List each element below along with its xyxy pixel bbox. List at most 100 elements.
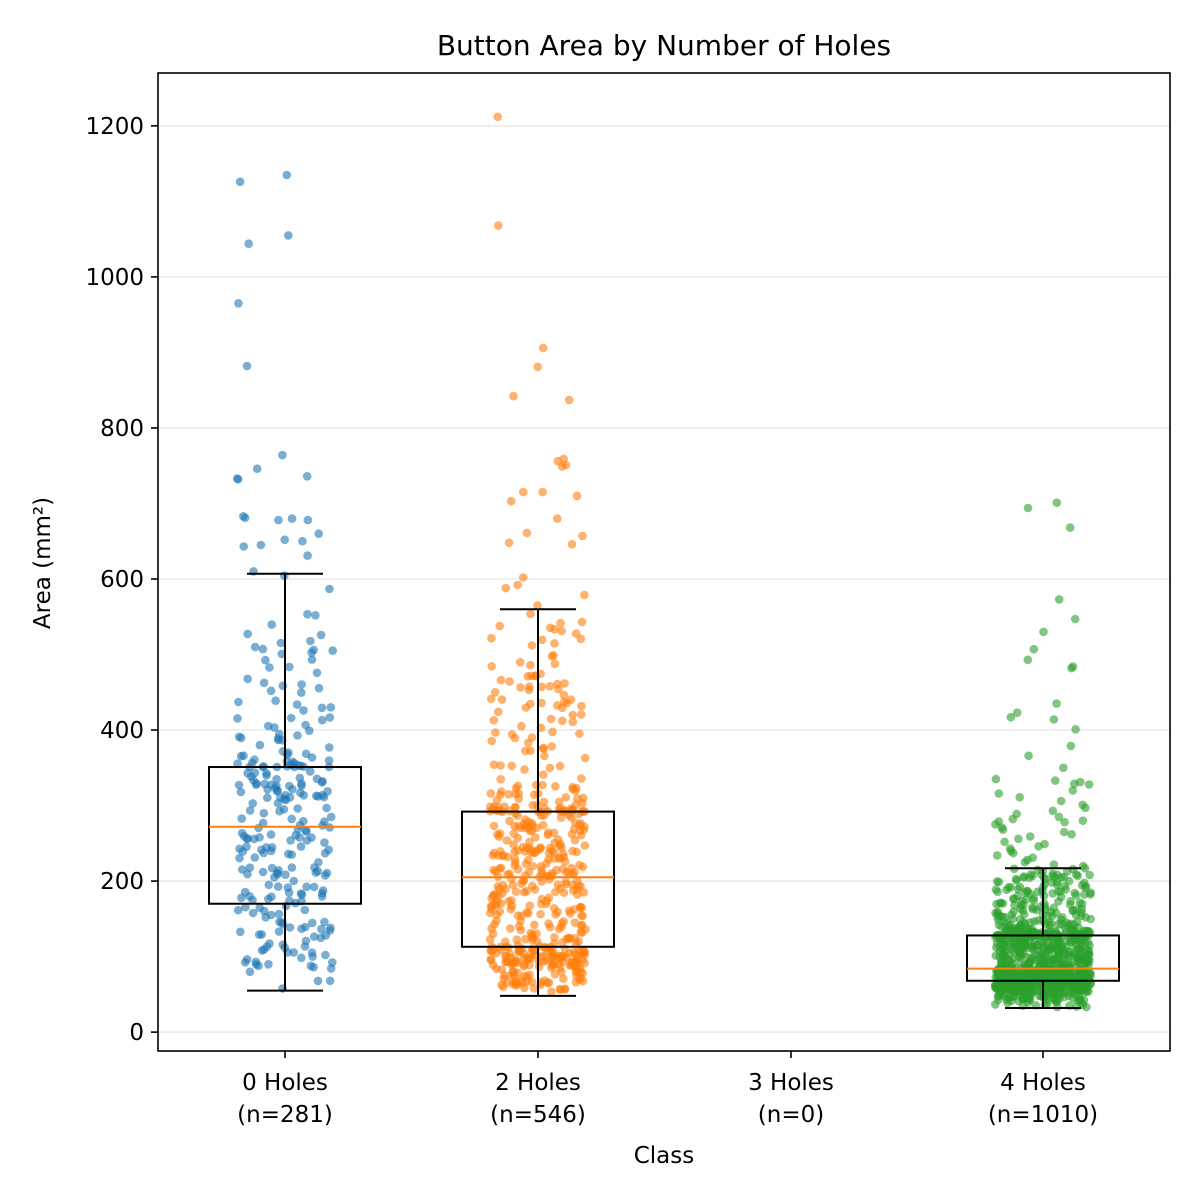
data-point bbox=[1078, 861, 1088, 871]
data-point bbox=[1054, 595, 1064, 604]
data-point bbox=[1066, 741, 1076, 751]
data-point bbox=[547, 742, 556, 751]
data-point bbox=[325, 743, 334, 752]
data-point bbox=[1078, 816, 1088, 825]
data-point bbox=[993, 887, 1002, 897]
data-point bbox=[1012, 708, 1022, 717]
data-point bbox=[513, 833, 523, 843]
data-point bbox=[287, 514, 297, 523]
data-point bbox=[531, 833, 540, 842]
data-point bbox=[567, 540, 577, 549]
data-point bbox=[557, 626, 566, 636]
data-point bbox=[258, 644, 268, 654]
data-point bbox=[577, 701, 586, 711]
y-tick-label: 0 bbox=[129, 1020, 144, 1046]
x-axis-title: Class bbox=[634, 1143, 695, 1169]
x-tick-label: 2 Holes bbox=[495, 1070, 581, 1096]
iqr-box bbox=[208, 766, 362, 905]
data-point bbox=[577, 920, 587, 930]
data-point bbox=[491, 948, 501, 958]
data-point bbox=[307, 833, 316, 842]
data-point bbox=[521, 746, 530, 756]
data-point bbox=[1039, 627, 1048, 637]
data-point bbox=[1049, 903, 1059, 912]
data-point bbox=[309, 962, 318, 972]
data-point bbox=[1072, 1002, 1081, 1011]
data-point bbox=[305, 767, 315, 776]
data-point bbox=[1068, 786, 1078, 795]
data-point bbox=[521, 815, 530, 824]
data-point bbox=[1022, 886, 1032, 896]
x-tick-label: 3 Holes bbox=[748, 1070, 834, 1096]
data-point bbox=[516, 683, 525, 692]
data-point bbox=[1064, 952, 1073, 961]
data-point bbox=[1061, 927, 1071, 937]
data-point bbox=[999, 951, 1008, 960]
data-point bbox=[993, 908, 1002, 918]
data-point bbox=[561, 793, 571, 802]
data-point bbox=[302, 472, 312, 481]
data-point bbox=[550, 625, 559, 634]
data-point bbox=[494, 221, 503, 230]
data-point bbox=[523, 855, 533, 865]
data-point bbox=[576, 831, 586, 840]
data-point bbox=[321, 950, 330, 960]
data-point bbox=[245, 806, 255, 815]
data-point bbox=[242, 361, 252, 371]
data-point bbox=[234, 780, 244, 790]
data-point bbox=[507, 761, 517, 771]
data-point bbox=[1071, 940, 1080, 949]
data-point bbox=[1014, 834, 1023, 844]
data-point bbox=[559, 888, 569, 897]
data-point bbox=[537, 894, 547, 904]
data-point bbox=[497, 787, 506, 796]
data-point bbox=[1058, 913, 1067, 922]
data-point bbox=[564, 933, 573, 943]
data-point bbox=[307, 948, 317, 957]
box-plot bbox=[208, 572, 362, 992]
data-point bbox=[325, 713, 335, 722]
data-point bbox=[284, 849, 293, 859]
data-point bbox=[255, 740, 265, 750]
data-point bbox=[530, 920, 539, 930]
data-point bbox=[1033, 865, 1042, 875]
data-point bbox=[309, 882, 319, 892]
data-point bbox=[1002, 927, 1011, 936]
x-tick-label: 0 Holes bbox=[242, 1070, 328, 1096]
data-point bbox=[1059, 763, 1068, 773]
data-point bbox=[328, 646, 338, 655]
x-tick-label: 4 Holes bbox=[1000, 1070, 1086, 1096]
data-point bbox=[575, 729, 584, 738]
data-point bbox=[558, 716, 567, 726]
data-point bbox=[525, 960, 534, 970]
data-point bbox=[490, 900, 499, 909]
data-point bbox=[243, 768, 252, 778]
data-point bbox=[289, 948, 299, 957]
data-point bbox=[996, 898, 1006, 908]
data-point bbox=[1049, 860, 1059, 869]
data-point bbox=[1008, 848, 1018, 858]
data-point bbox=[546, 714, 556, 724]
data-point bbox=[578, 976, 588, 986]
data-point bbox=[505, 677, 514, 686]
data-point bbox=[258, 818, 268, 828]
data-point bbox=[528, 861, 538, 871]
data-point bbox=[559, 690, 569, 700]
data-point bbox=[578, 531, 587, 541]
data-point bbox=[497, 695, 507, 704]
data-point bbox=[540, 751, 549, 761]
data-point bbox=[576, 710, 586, 719]
data-point bbox=[302, 827, 311, 836]
data-point bbox=[570, 918, 580, 927]
data-point bbox=[1064, 876, 1074, 886]
data-point bbox=[1082, 986, 1092, 996]
data-point bbox=[248, 908, 258, 918]
data-point bbox=[301, 922, 310, 932]
data-point bbox=[1067, 830, 1076, 839]
data-point bbox=[539, 797, 549, 807]
data-point bbox=[274, 515, 283, 525]
data-point bbox=[274, 927, 284, 936]
data-point bbox=[578, 862, 588, 872]
data-point bbox=[1052, 699, 1061, 708]
data-point bbox=[1009, 936, 1018, 945]
